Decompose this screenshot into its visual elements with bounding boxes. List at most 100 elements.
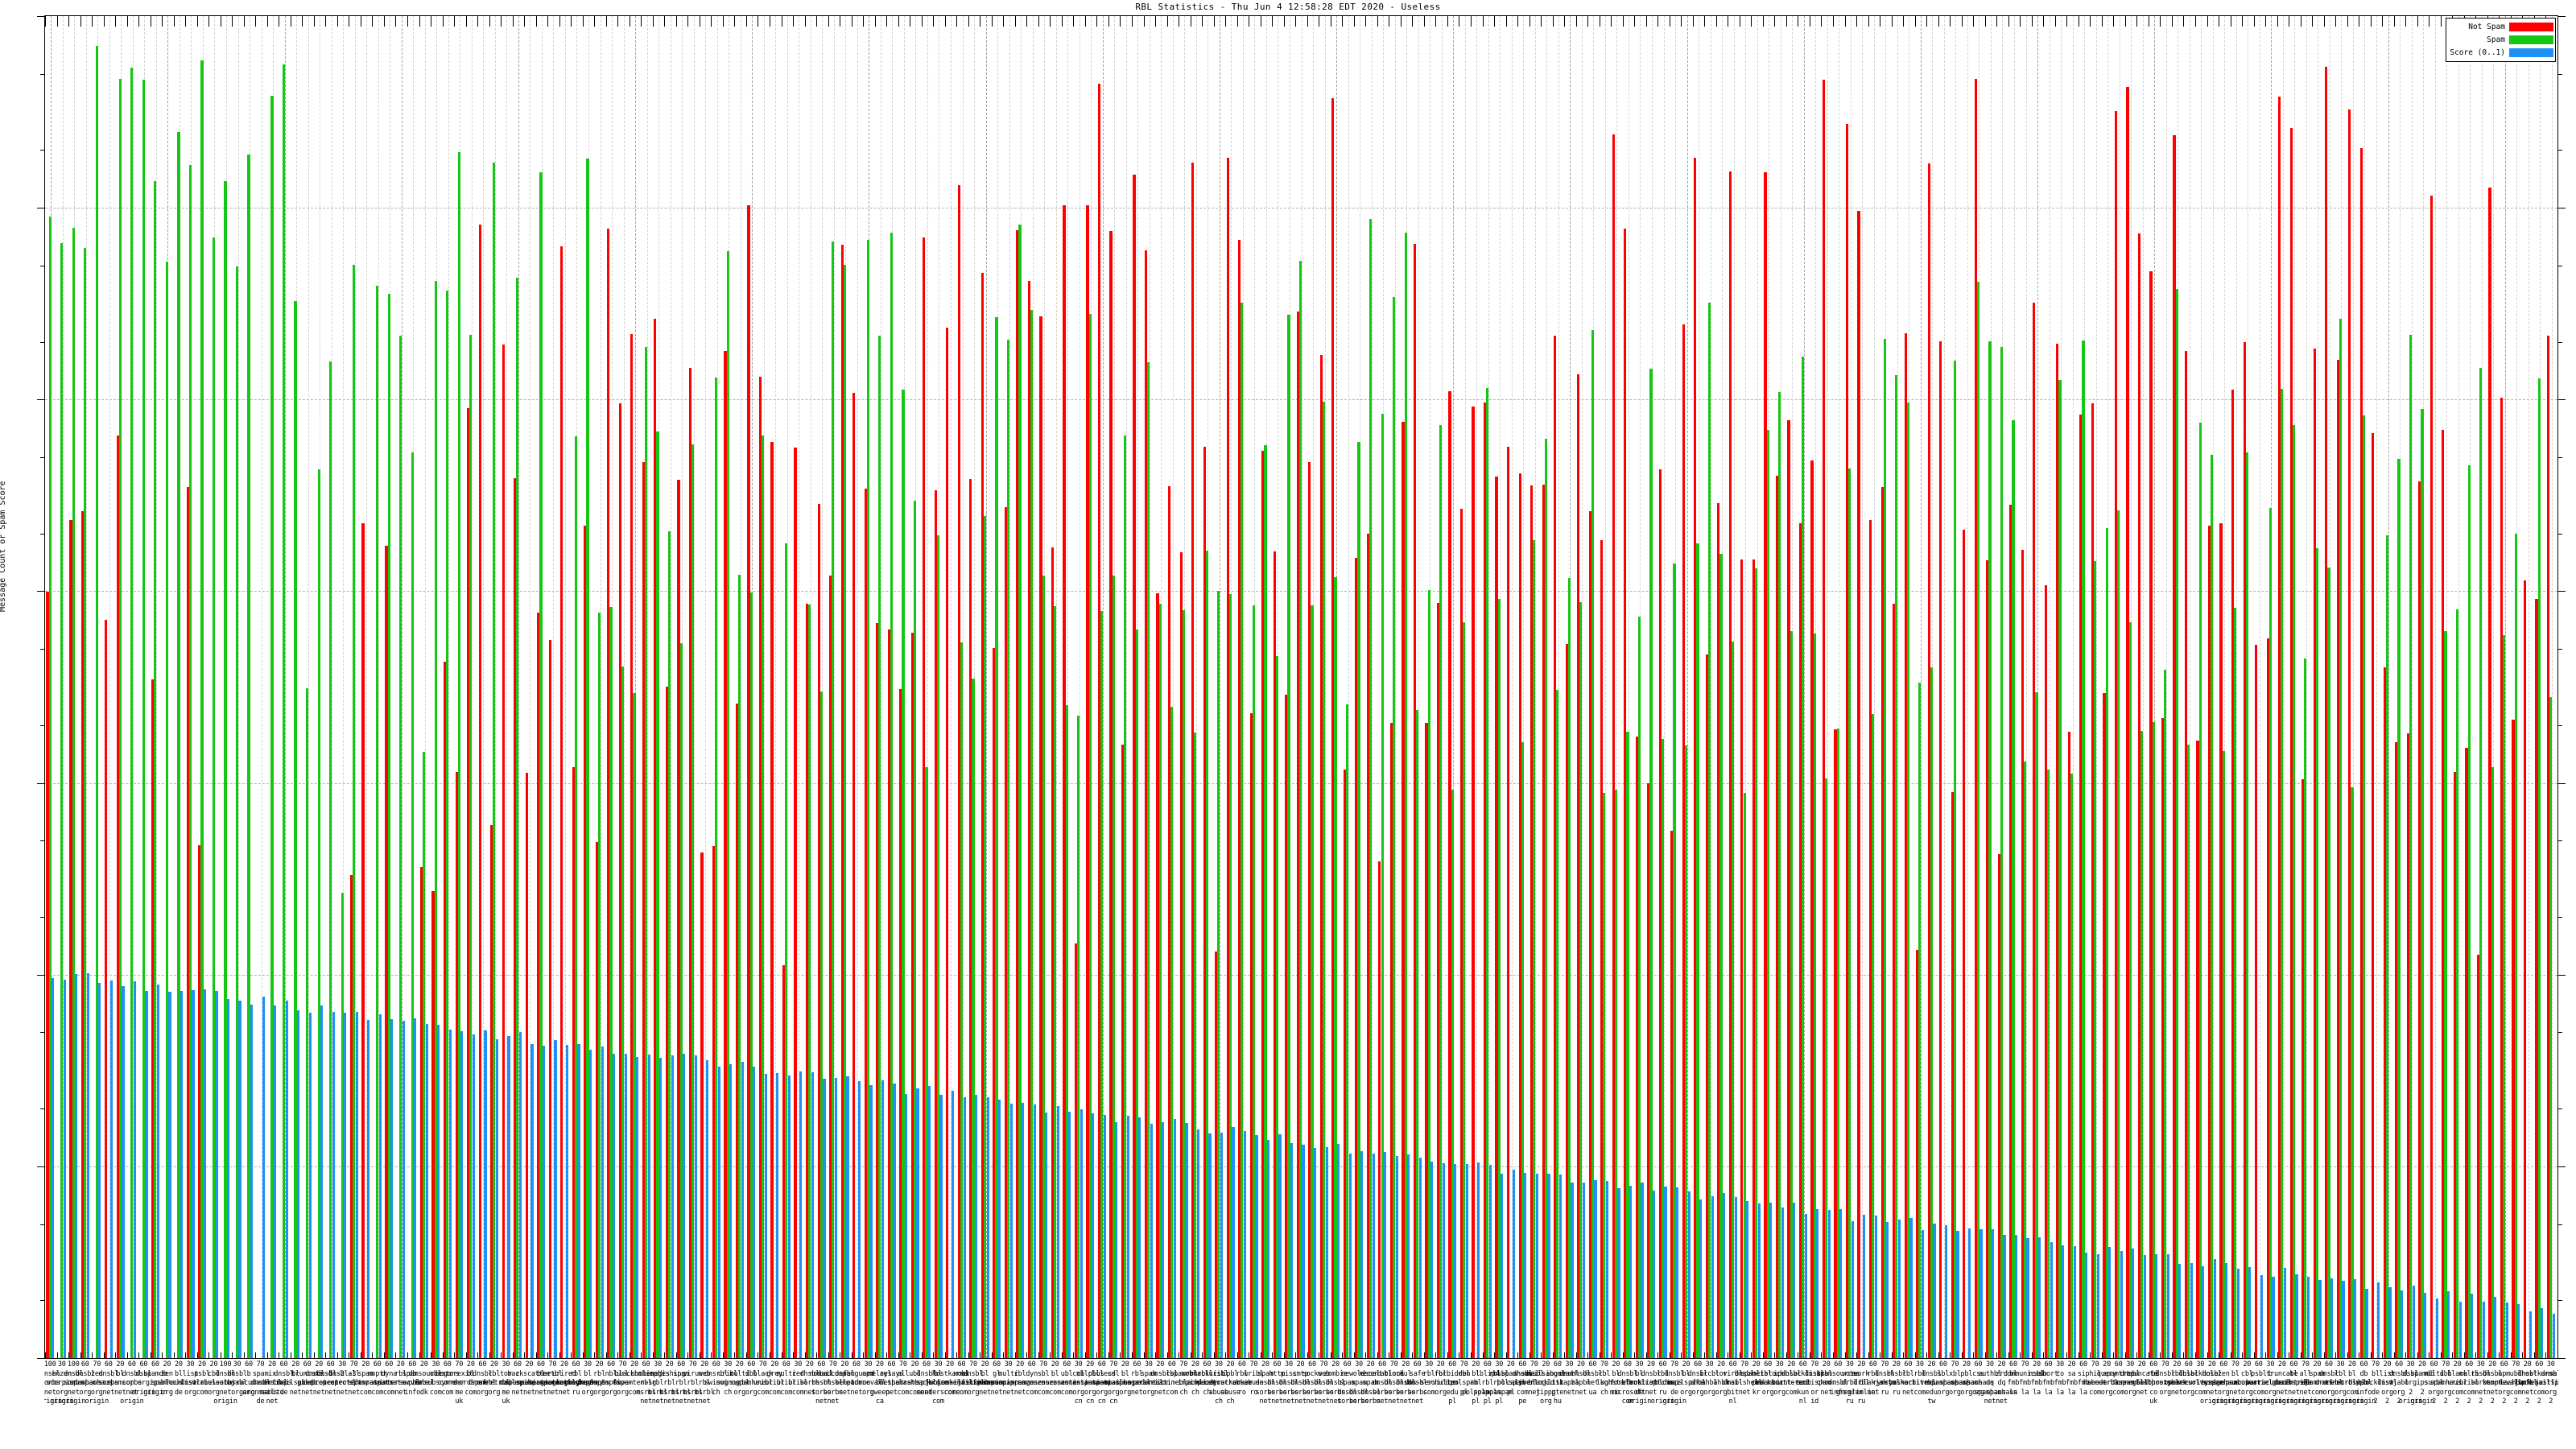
x-axis-tick (1844, 1352, 1846, 1358)
bar-score (753, 1066, 756, 1358)
bar-not-spam (2453, 771, 2456, 1358)
bar-spam (586, 159, 589, 1358)
x-axis-tick-label-line: rbl (1236, 1369, 1249, 1378)
x-axis-tick (535, 1352, 537, 1358)
bar-spam (2105, 527, 2108, 1358)
bar-not-spam (910, 632, 914, 1358)
bar-spam (434, 281, 437, 1358)
x-axis-tick-label-line: org (2124, 1388, 2136, 1397)
bar-score (52, 978, 55, 1358)
bar-score (355, 1011, 358, 1358)
x-axis-tick-label-line: spam (357, 1369, 374, 1378)
x-axis-tick-label-line: origin (2247, 1397, 2271, 1406)
x-axis-tick (1832, 1352, 1834, 1358)
x-axis-tick-label-line: org (1949, 1388, 1961, 1397)
x-axis-tick (512, 16, 514, 27)
y-axis-minor-tick (2557, 1300, 2562, 1302)
x-axis-tick-label: 20 dnsbl anticaptcha net (1627, 1360, 1676, 1397)
x-axis-tick (1132, 16, 1133, 27)
x-axis-tick-label: 20 cblplus anti-spam org cn (1066, 1360, 1115, 1407)
bar-spam (656, 431, 659, 1358)
bar-spam (306, 687, 309, 1358)
x-axis-tick-label-line: com (1913, 1388, 1926, 1397)
x-axis-tick-label-line: 20 (735, 1360, 744, 1368)
gridline-vertical (2376, 16, 2377, 1358)
x-axis-tick-label-line: ahbl (1690, 1379, 1706, 1387)
x-axis-tick-label-line: net (301, 1388, 313, 1397)
x-axis-tick-label: 20 bl blocklist de (154, 1360, 203, 1397)
bar-score (1162, 1121, 1165, 1358)
x-axis-tick-label-line: pl (1459, 1388, 1468, 1397)
x-axis-tick (2335, 16, 2337, 27)
bar-score (671, 1055, 674, 1358)
bar-spam (738, 574, 741, 1358)
x-axis-tick-label: 60 spamsources dnsbl info (1814, 1360, 1863, 1397)
bar-not-spam (2336, 359, 2339, 1358)
bar-score (2401, 1290, 2404, 1358)
x-axis-tick-label-line: 60 (2184, 1360, 2193, 1368)
x-axis-tick-label: 20 bl rbl polspam pl (1451, 1360, 1501, 1407)
bar-spam (1345, 704, 1349, 1358)
x-axis-tick-label-line: org (2498, 1388, 2511, 1397)
y-axis-minor-tick (2557, 1108, 2562, 1110)
x-axis-tick-label-line: suomispam (967, 1379, 1003, 1387)
x-axis-tick (2090, 1352, 2091, 1358)
gridline-vertical (1523, 16, 1525, 1358)
x-axis-tick-label-line: zeustracker (1196, 1379, 1241, 1387)
x-axis-tick-label-line: recent (1358, 1369, 1383, 1378)
x-axis-tick-label-line: nomail (809, 1369, 834, 1378)
bar-not-spam (1740, 559, 1744, 1358)
x-axis-tick-label: 60 dbl spamhaus org (727, 1360, 776, 1397)
bar-not-spam (81, 511, 85, 1358)
x-axis-tick-label-line: 20 (1752, 1360, 1761, 1368)
x-axis-tick-label-line: uribl (2447, 1379, 2467, 1387)
x-axis-tick-label-line: 60 (2254, 1360, 2263, 1368)
x-axis-tick (325, 16, 327, 27)
x-axis-tick-label-line: dnsbl (1302, 1379, 1323, 1387)
bar-spam (1649, 368, 1653, 1358)
legend-label-score: Score (0..1) (2450, 48, 2505, 57)
x-axis-tick-label-line: cdl (1107, 1369, 1120, 1378)
x-axis-tick (56, 1352, 58, 1358)
y-axis-minor-tick (2557, 533, 2562, 535)
x-axis-tick-label: 20 rblspamhaus polspam pl (1486, 1360, 1535, 1397)
x-axis-tick-label-line: rymsho (1885, 1379, 1909, 1387)
x-axis-tick (1587, 16, 1589, 27)
x-axis-tick-label-line: 20 (665, 1360, 674, 1368)
bar-not-spam (2465, 747, 2468, 1358)
x-axis-tick-label: 60 socks dnsbl sorbs net (1288, 1360, 1337, 1407)
bar-score (1243, 1130, 1247, 1358)
x-axis-tick (1202, 16, 1203, 27)
x-axis-tick-label-line: net (336, 1388, 349, 1397)
x-axis-tick-label-line: 60 (852, 1360, 861, 1368)
x-axis-tick-label-line: score (928, 1379, 948, 1387)
x-axis-tick-label-line: bl (1635, 1369, 1644, 1378)
x-axis-tick-label-line: origin (131, 1388, 156, 1397)
x-axis-tick-label: 30 dsbl org 2 origin (2386, 1360, 2435, 1407)
bar-score (344, 1012, 347, 1358)
bar-score (507, 1035, 510, 1358)
x-axis-tick-label-line: ubl (2509, 1369, 2522, 1378)
x-axis-tick-label-line: dnsbl (215, 1369, 236, 1378)
x-axis-tick (383, 1352, 385, 1358)
bar-not-spam (1285, 694, 1288, 1358)
x-axis-tick-label-line: dul (1399, 1369, 1412, 1378)
x-axis-tick-label: 70 dnsbl justspam org (949, 1360, 998, 1397)
x-axis-tick-label-line: truncate (2125, 1369, 2158, 1378)
x-axis-tick-label-line: dnsbl (1875, 1369, 1895, 1378)
bar-not-spam (1448, 391, 1451, 1358)
x-axis-tick-label: 60 netblock pedantic org (1744, 1360, 1793, 1397)
x-axis-tick-label-line: rbl (1598, 1369, 1611, 1378)
x-axis-tick-label-line: net (2287, 1388, 2300, 1397)
bar-score (554, 1039, 557, 1358)
bar-spam (1895, 375, 1898, 1358)
x-axis-tick-label-line: org (862, 1388, 874, 1397)
x-axis-tick (232, 16, 233, 27)
gridline-vertical (1967, 16, 1968, 1358)
x-axis-tick-label-line: megarbl (1123, 1379, 1151, 1387)
bar-score (2085, 1252, 2088, 1358)
x-axis-tick-label-line: org (1107, 1388, 1120, 1397)
x-axis-tick-label-line: 70 (455, 1360, 464, 1368)
bar-not-spam (1074, 943, 1078, 1358)
x-axis-tick-label-line: origin (85, 1397, 109, 1406)
